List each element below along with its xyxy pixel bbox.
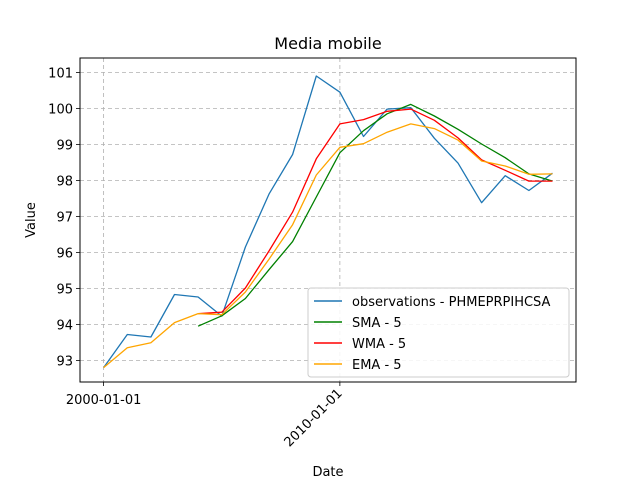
series-line-1 xyxy=(103,75,553,368)
legend-box xyxy=(307,287,570,378)
y-tick-label: 93 xyxy=(56,354,73,369)
x-axis-title: Date xyxy=(312,465,343,480)
series-lines xyxy=(103,75,553,369)
y-tick-label: 96 xyxy=(56,246,73,261)
legend-label: WMA - 5 xyxy=(352,337,406,352)
y-tick-label: 95 xyxy=(56,282,73,297)
y-tick-label: 99 xyxy=(56,138,73,153)
y-tick-label: 101 xyxy=(48,66,73,81)
y-tick-label: 97 xyxy=(56,210,73,225)
series-line-4 xyxy=(103,123,553,369)
legend-label: SMA - 5 xyxy=(352,316,402,331)
y-tick-label: 94 xyxy=(56,318,73,333)
x-tick-label: 2000-01-01 xyxy=(66,393,142,408)
legend: observations - PHMEPRPIHCSA SMA - 5 WMA - … xyxy=(307,287,570,378)
series-line-3 xyxy=(198,108,553,315)
y-axis: 93 94 95 96 97 98 99 100 101 xyxy=(48,66,80,369)
y-tick-label: 100 xyxy=(48,102,73,117)
legend-label: observations - PHMEPRPIHCSA xyxy=(352,295,551,310)
y-axis-title: Value xyxy=(24,202,39,238)
y-tick-label: 98 xyxy=(56,174,73,189)
plot-frame xyxy=(79,57,577,383)
legend-label: EMA - 5 xyxy=(352,358,402,373)
series-line-2 xyxy=(197,103,553,327)
chart-title: Media mobile xyxy=(274,34,381,53)
